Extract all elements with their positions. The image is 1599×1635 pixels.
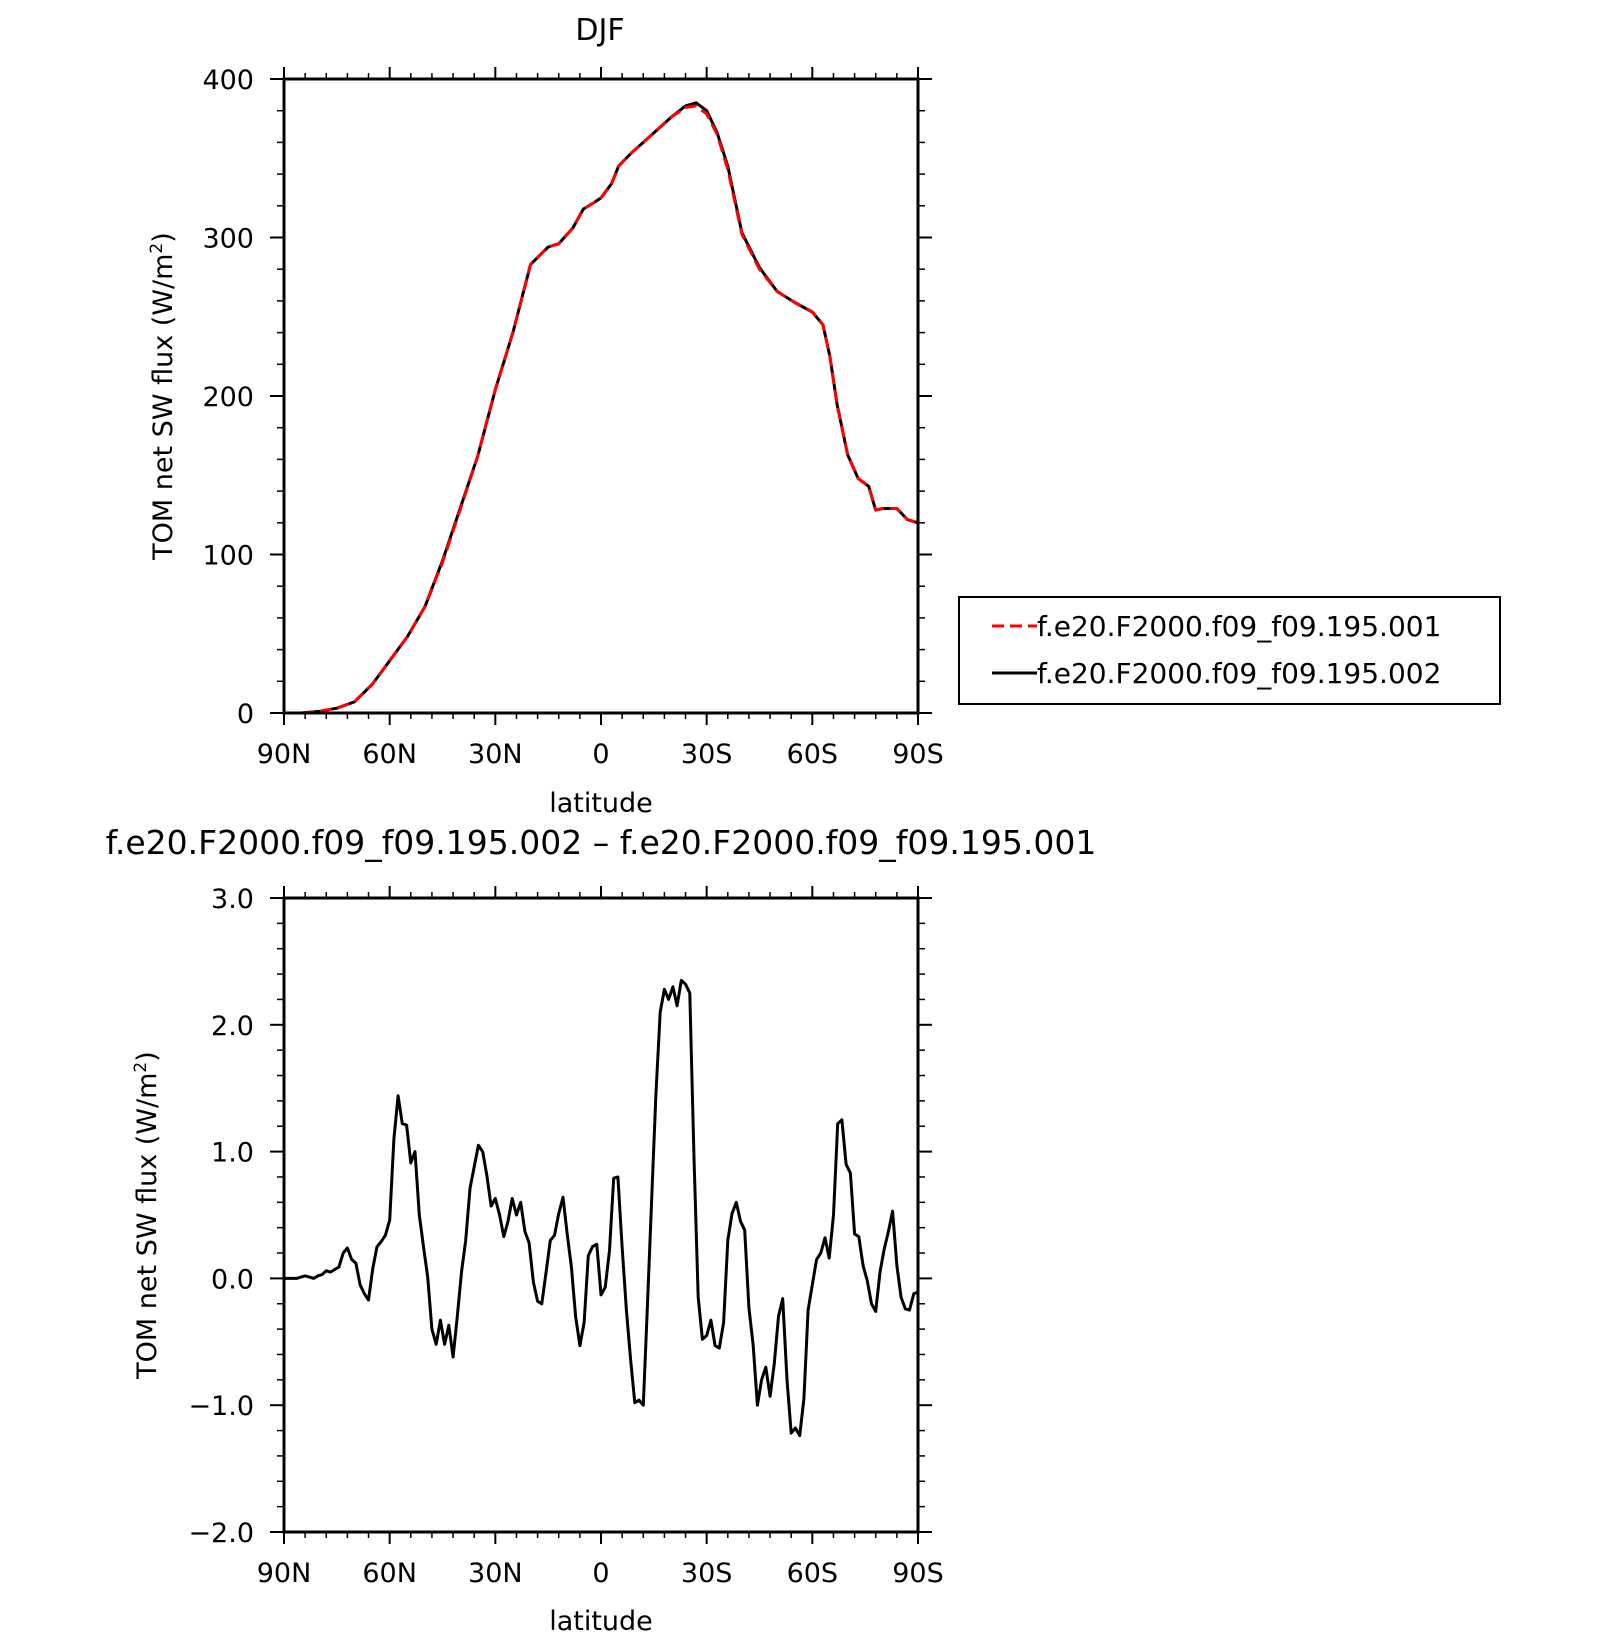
top-x-tick-label: 90N	[257, 739, 312, 770]
bottom-series-line-0	[284, 978, 919, 1438]
top-y-axis-label-sup: 2	[147, 243, 167, 254]
top-axes: 90N 60N 30N 0 30S 60S 90S 0 100 200 300 400	[202, 65, 943, 770]
bottom-x-tick-label: 90N	[257, 1558, 312, 1589]
bottom-y-axis-label: TOM net SW flux (W/m2)	[131, 1051, 163, 1380]
legend-box	[958, 596, 1501, 705]
top-y-axis-label-text: TOM net SW flux (W/m	[148, 254, 179, 561]
top-x-tick-label: 60S	[787, 739, 839, 770]
bottom-y-tick-label: −1.0	[188, 1391, 254, 1422]
bottom-y-tick-label: 3.0	[211, 884, 254, 915]
bottom-x-tick-label: 0	[592, 1558, 609, 1589]
bottom-y-tick-label: 0.0	[211, 1264, 254, 1295]
bottom-x-tick-label: 30N	[468, 1558, 523, 1589]
bottom-y-axis-label-close: )	[132, 1051, 163, 1062]
top-plot-frame	[282, 77, 920, 715]
legend-item-1: f.e20.F2000.f09_f09.195.002	[1037, 657, 1441, 690]
bottom-y-tick-label: 1.0	[211, 1138, 254, 1169]
bottom-y-tick-label: −2.0	[188, 1518, 254, 1549]
top-y-tick-label: 200	[202, 382, 254, 413]
top-x-axis-label: latitude	[549, 788, 653, 819]
top-panel: DJF 90N 60N 30N 0 30S 60S 90S 0 100 200 300 400 lat…	[147, 13, 944, 819]
bottom-series-group	[284, 978, 919, 1438]
top-series-group	[284, 101, 919, 715]
bottom-x-axis-label: latitude	[549, 1606, 653, 1635]
top-title: DJF	[575, 13, 624, 48]
top-y-tick-label: 100	[202, 541, 254, 572]
bottom-y-axis-label-sup: 2	[131, 1062, 151, 1073]
bottom-panel: f.e20.F2000.f09_f09.195.002 – f.e20.F200…	[106, 823, 1097, 1635]
bottom-title: f.e20.F2000.f09_f09.195.002 – f.e20.F200…	[106, 823, 1097, 862]
top-y-tick-label: 300	[202, 224, 254, 255]
top-y-tick-label: 0	[237, 699, 254, 730]
top-y-tick-label: 400	[202, 65, 254, 96]
top-x-tick-label: 60N	[362, 739, 417, 770]
bottom-y-axis-label-text: TOM net SW flux (W/m	[132, 1073, 163, 1380]
top-series-line-1	[284, 101, 919, 715]
top-x-tick-label: 0	[592, 739, 609, 770]
top-series-line-0	[284, 104, 919, 715]
bottom-plot-frame	[282, 896, 920, 1534]
top-x-tick-label: 30N	[468, 739, 523, 770]
legend-item-0: f.e20.F2000.f09_f09.195.001	[1037, 610, 1441, 643]
top-y-axis-label: TOM net SW flux (W/m2)	[147, 232, 179, 561]
bottom-x-tick-label: 60N	[362, 1558, 417, 1589]
bottom-axes: 90N 60N 30N 0 30S 60S 90S −2.0 −1.0 0.0 1.0 2.0 3.0	[188, 884, 943, 1589]
bottom-x-tick-label: 30S	[681, 1558, 733, 1589]
bottom-x-tick-label: 60S	[787, 1558, 839, 1589]
bottom-x-tick-label: 90S	[892, 1558, 944, 1589]
bottom-y-tick-label: 2.0	[211, 1011, 254, 1042]
top-x-tick-label: 30S	[681, 739, 733, 770]
legend: f.e20.F2000.f09_f09.195.001 f.e20.F2000.…	[958, 596, 1501, 705]
top-y-axis-label-close: )	[148, 232, 179, 243]
top-x-tick-label: 90S	[892, 739, 944, 770]
